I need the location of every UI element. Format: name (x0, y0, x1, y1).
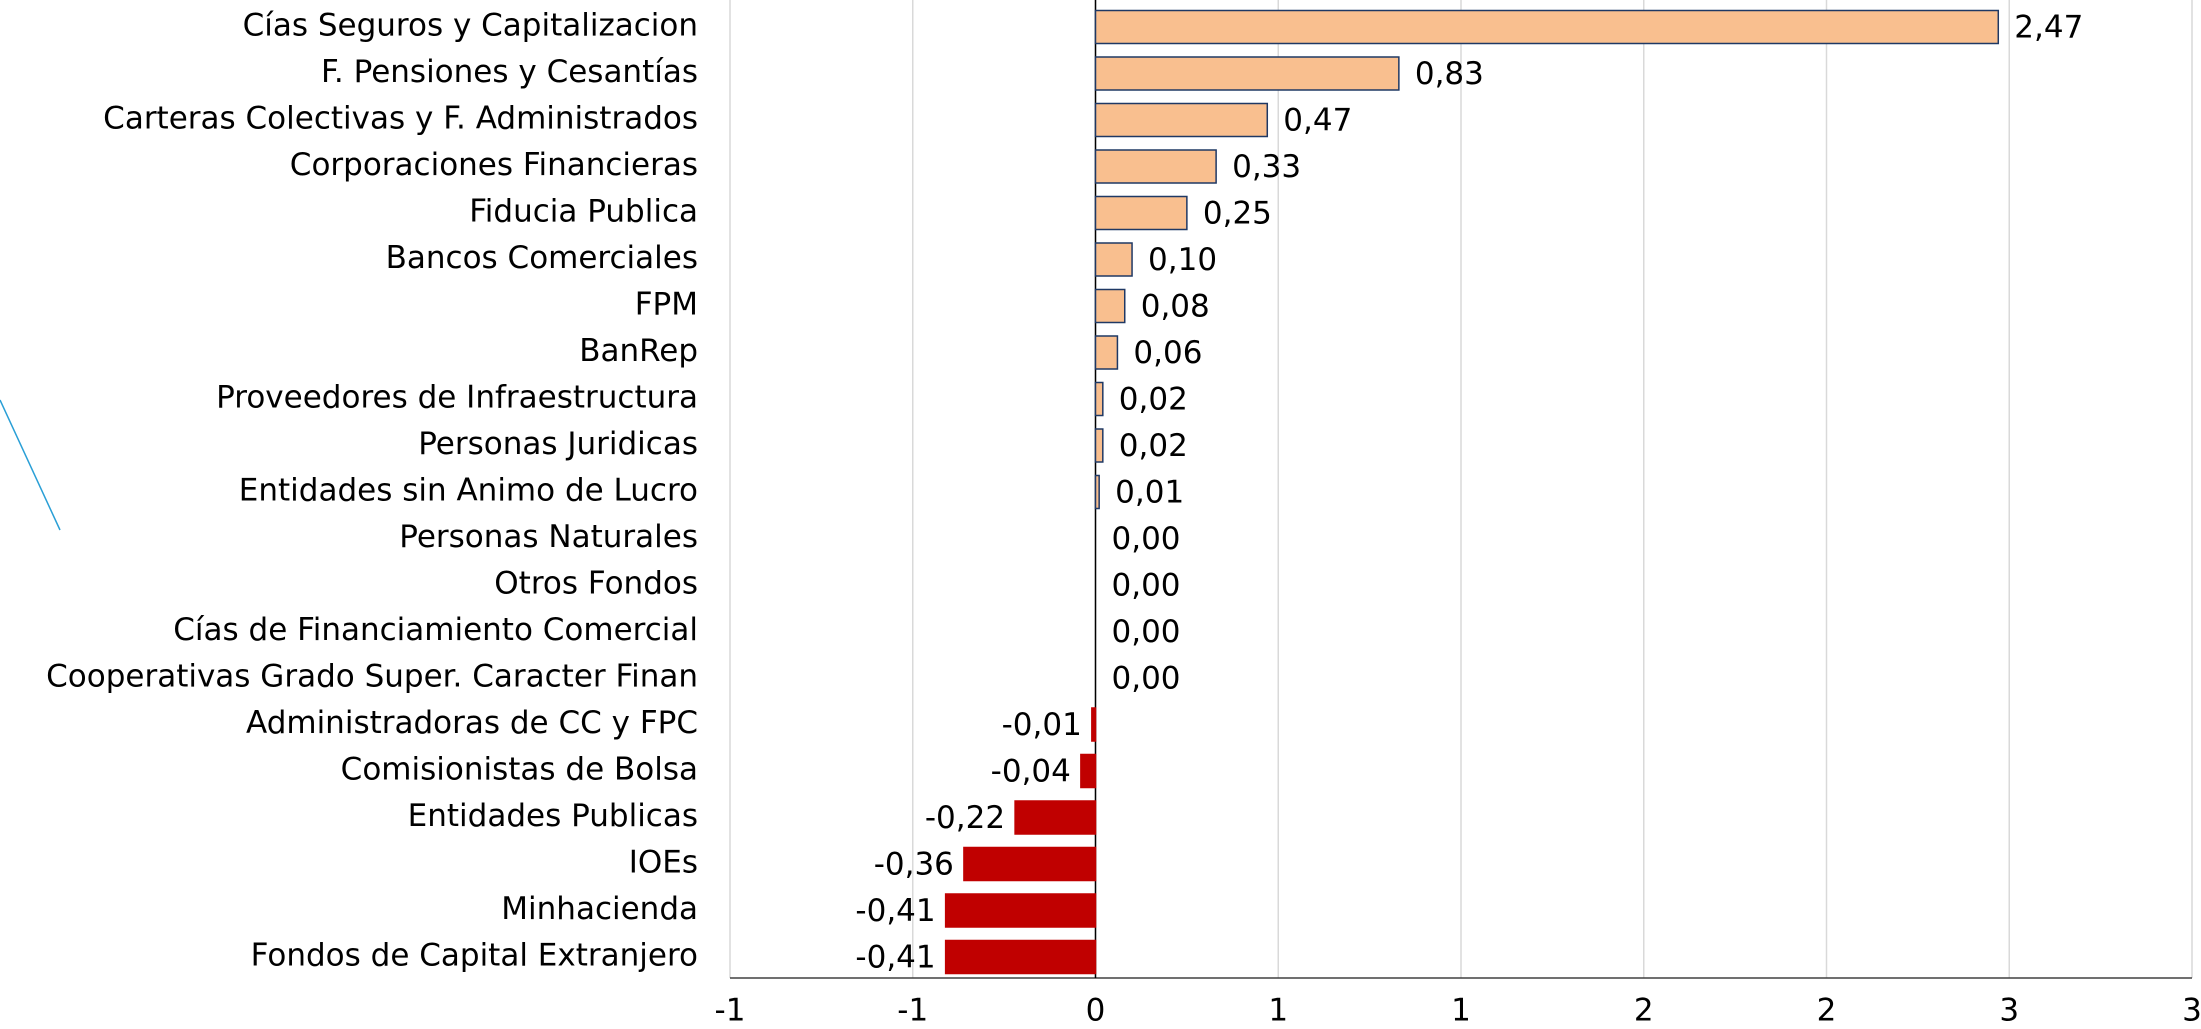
data-label: -0,36 (874, 847, 954, 883)
data-label: -0,04 (991, 754, 1071, 790)
category-label: Fondos de Capital Extranjero (251, 938, 698, 974)
x-tick-label: 0 (1086, 993, 1106, 1029)
x-tick-label: 3 (1999, 993, 2019, 1029)
bar (1094, 9, 2000, 45)
category-label: BanRep (579, 333, 698, 369)
data-label: 0,25 (1203, 196, 1272, 232)
bar (1094, 428, 1104, 463)
bar (1094, 102, 1269, 138)
bar (1094, 288, 1126, 324)
data-label: -0,41 (855, 893, 935, 929)
category-label: Corporaciones Financieras (290, 147, 698, 183)
category-label: Entidades Publicas (408, 798, 698, 834)
data-label: 0,00 (1112, 661, 1181, 697)
data-label: 0,10 (1148, 242, 1217, 278)
x-tick-label: -1 (897, 993, 928, 1029)
data-label: -0,01 (1002, 707, 1082, 743)
bar (1014, 800, 1097, 835)
x-tick-label: 2 (1634, 993, 1654, 1029)
bar (944, 893, 1097, 928)
x-tick-label: 1 (1451, 993, 1471, 1029)
category-label: Cías de Financiamiento Comercial (173, 612, 698, 648)
x-tick-label: 1 (1268, 993, 1288, 1029)
bar (1094, 474, 1100, 510)
category-label: Administradoras de CC y FPC (246, 705, 698, 741)
category-label: Otros Fondos (494, 566, 698, 602)
bar (1091, 707, 1097, 742)
category-label: Entidades sin Animo de Lucro (239, 473, 698, 509)
category-label: Proveedores de Infraestructura (216, 380, 698, 416)
data-label: 0,06 (1133, 335, 1202, 371)
bar (1094, 195, 1188, 231)
x-tick-label: 3 (2182, 993, 2201, 1029)
data-label: 0,00 (1112, 568, 1181, 604)
category-label: Personas Juridicas (418, 426, 698, 462)
data-label: -0,22 (925, 800, 1005, 836)
data-label: 0,83 (1415, 56, 1484, 92)
data-label: 2,47 (2014, 10, 2083, 46)
category-label: Minhacienda (501, 891, 698, 927)
data-label: 0,01 (1115, 475, 1184, 511)
category-label: F. Pensiones y Cesantías (321, 54, 698, 90)
data-label: 0,33 (1232, 149, 1301, 185)
bar (1094, 149, 1217, 184)
category-label: Comisionistas de Bolsa (341, 752, 698, 788)
x-tick-label: 2 (1817, 993, 1837, 1029)
decoration-line (0, 399, 61, 531)
category-label: Fiducia Publica (469, 194, 698, 230)
category-label: IOEs (629, 845, 698, 881)
bar (1094, 381, 1104, 417)
category-label: FPM (635, 287, 698, 323)
category-label: Bancos Comerciales (386, 240, 698, 276)
bar (944, 939, 1097, 975)
data-label: 0,00 (1112, 614, 1181, 650)
bar (1094, 335, 1119, 370)
bar (1094, 56, 1400, 91)
bar (1080, 753, 1097, 789)
data-label: 0,02 (1119, 382, 1188, 418)
bar (963, 846, 1097, 882)
data-label: 0,47 (1283, 103, 1352, 139)
category-label: Carteras Colectivas y F. Administrados (103, 101, 698, 137)
category-label: Personas Naturales (399, 519, 698, 555)
data-label: 0,08 (1141, 289, 1210, 325)
data-label: -0,41 (855, 940, 935, 976)
bar (1094, 242, 1133, 277)
data-label: 0,00 (1112, 521, 1181, 557)
category-label: Cías Seguros y Capitalizacion (243, 8, 698, 44)
x-tick-label: -1 (715, 993, 746, 1029)
category-label: Cooperativas Grado Super. Caracter Finan (46, 659, 698, 695)
data-label: 0,02 (1119, 428, 1188, 464)
